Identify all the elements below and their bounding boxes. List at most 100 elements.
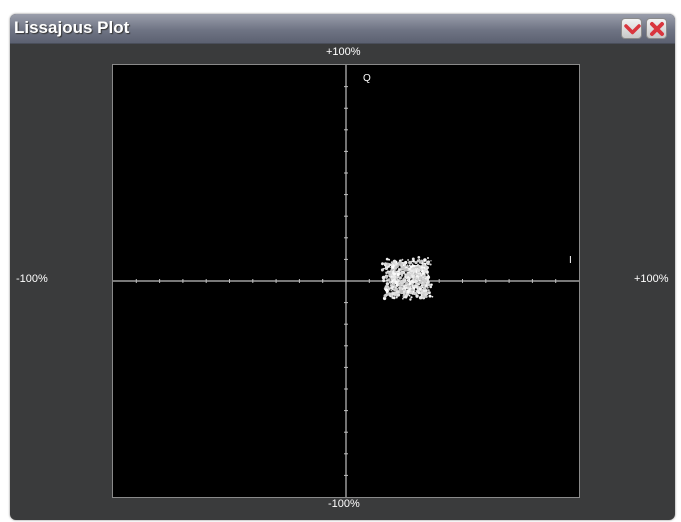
- iq-point: [425, 275, 427, 278]
- iq-point: [423, 266, 426, 269]
- iq-point: [400, 274, 404, 277]
- iq-point: [395, 281, 397, 283]
- x-min-label: -100%: [16, 273, 48, 285]
- iq-point: [404, 263, 407, 266]
- iq-point: [392, 275, 395, 278]
- iq-point: [410, 269, 413, 273]
- y-min-label: -100%: [328, 498, 360, 510]
- iq-point: [402, 285, 405, 287]
- iq-point: [409, 266, 412, 269]
- iq-point: [426, 260, 431, 264]
- iq-point: [418, 258, 421, 261]
- iq-point: [385, 292, 390, 296]
- iq-point: [405, 292, 409, 296]
- iq-point: [402, 292, 406, 295]
- iq-point: [390, 266, 392, 269]
- iq-point: [406, 271, 409, 274]
- iq-point: [409, 298, 412, 301]
- iq-point: [381, 262, 384, 266]
- iq-point: [404, 264, 407, 268]
- iq-point: [383, 262, 388, 266]
- iq-cluster: [380, 256, 434, 301]
- iq-point: [426, 280, 430, 284]
- iq-point: [418, 276, 422, 281]
- iq-point: [400, 265, 403, 268]
- iq-point: [402, 297, 404, 300]
- iq-point: [389, 271, 393, 275]
- iq-point: [408, 280, 412, 284]
- iq-point: [415, 274, 419, 278]
- iq-point: [430, 260, 432, 262]
- iq-point: [426, 291, 429, 294]
- iq-point: [394, 294, 396, 297]
- iq-point: [384, 285, 388, 289]
- iq-point: [416, 273, 418, 275]
- iq-point: [398, 286, 401, 289]
- iq-point: [407, 258, 410, 262]
- iq-point: [393, 281, 395, 283]
- iq-point: [407, 284, 411, 288]
- close-button[interactable]: [646, 18, 667, 39]
- iq-point: [389, 292, 392, 296]
- iq-point: [390, 286, 393, 289]
- iq-point: [411, 281, 414, 284]
- iq-point: [404, 275, 407, 279]
- iq-point: [423, 279, 427, 283]
- iq-point: [393, 288, 397, 292]
- iq-point: [427, 289, 430, 292]
- iq-point: [412, 290, 415, 293]
- y-max-label: +100%: [326, 46, 361, 58]
- axes: [113, 65, 579, 497]
- iq-point: [385, 257, 389, 261]
- iq-point: [381, 275, 386, 280]
- iq-point: [420, 291, 423, 294]
- plot-canvas: [113, 65, 579, 497]
- iq-point: [416, 268, 421, 273]
- iq-point: [427, 274, 430, 277]
- iq-point: [386, 279, 389, 282]
- iq-point: [406, 286, 410, 290]
- iq-point: [398, 276, 401, 279]
- collapse-button[interactable]: [621, 18, 642, 39]
- iq-point: [430, 283, 433, 286]
- iq-point: [391, 292, 395, 296]
- iq-point: [395, 290, 400, 294]
- iq-point: [400, 263, 403, 266]
- iq-point: [402, 283, 404, 286]
- iq-point: [420, 293, 423, 297]
- iq-point: [418, 295, 423, 300]
- iq-point: [419, 281, 423, 284]
- iq-point: [421, 275, 425, 278]
- iq-point: [404, 295, 408, 299]
- iq-point: [392, 297, 394, 299]
- window-title: Lissajous Plot: [14, 18, 130, 37]
- iq-point: [414, 260, 418, 265]
- lissajous-window: Lissajous Plot +100% -100% -100% +100% Q…: [10, 14, 675, 520]
- iq-point: [398, 267, 400, 270]
- iq-point: [407, 273, 412, 277]
- iq-point: [424, 294, 427, 297]
- iq-point: [412, 264, 415, 268]
- iq-point: [411, 263, 414, 266]
- iq-point: [400, 271, 404, 276]
- iq-point: [421, 286, 424, 289]
- iq-point: [426, 273, 429, 275]
- iq-point: [429, 285, 433, 289]
- iq-point: [426, 256, 430, 260]
- iq-point: [408, 294, 411, 297]
- iq-point: [431, 295, 434, 298]
- iq-point: [408, 288, 412, 291]
- iq-point: [411, 257, 415, 261]
- iq-point: [384, 288, 389, 292]
- iq-point: [396, 278, 399, 281]
- iq-point: [427, 283, 431, 287]
- iq-point: [397, 269, 399, 272]
- iq-point: [425, 271, 427, 273]
- iq-point: [406, 265, 409, 268]
- q-axis-name: Q: [363, 73, 371, 84]
- iq-point: [392, 272, 397, 276]
- iq-point: [402, 277, 406, 280]
- iq-point: [382, 267, 385, 270]
- iq-point: [385, 290, 389, 294]
- iq-point: [421, 283, 426, 287]
